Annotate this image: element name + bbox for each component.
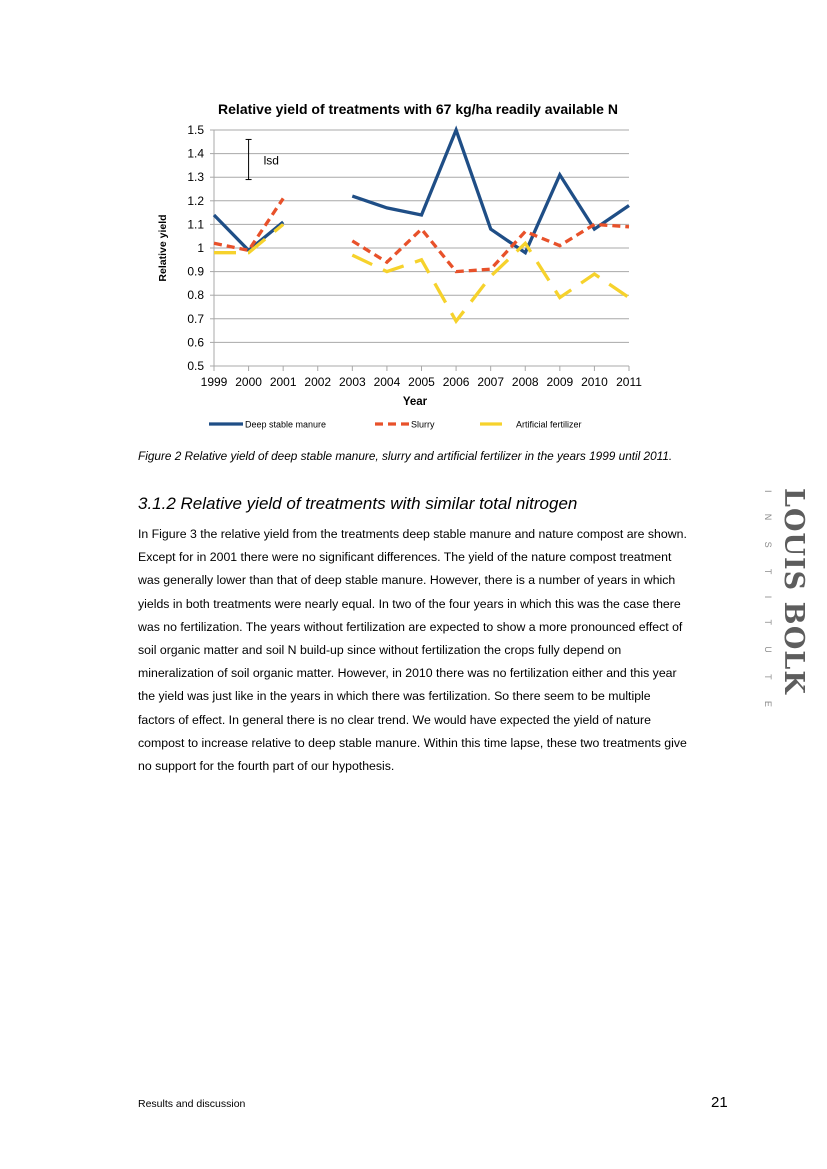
chart-title: Relative yield of treatments with 67 kg/… (218, 101, 618, 117)
chart-legend: Deep stable manure Slurry Artificial ferti… (209, 420, 582, 430)
y-tick-label: 1.4 (187, 147, 204, 161)
paragraph-line: In Figure 3 the relative yield from the … (138, 527, 687, 541)
x-tick-label: 2007 (477, 375, 504, 389)
series-line-artificial-fertilizer (214, 223, 285, 255)
legend-label: Deep stable manure (245, 420, 326, 430)
series-line-slurry (351, 222, 630, 274)
paragraph-line: was generally lower than that of deep st… (138, 573, 676, 588)
legend-label: Artificial fertilizer (516, 420, 582, 430)
x-tick-label: 2011 (616, 375, 642, 389)
y-tick-label: 1.2 (187, 194, 204, 208)
yield-line-chart: Relative yield of treatments with 67 kg/… (157, 101, 643, 430)
y-tick-label: 1.1 (187, 217, 204, 231)
y-tick-label: 1 (197, 241, 204, 255)
x-tick-label: 2003 (339, 375, 366, 389)
paragraph-line: mineralization of soil organic matter. H… (138, 666, 677, 681)
lsd-annotation: lsd (245, 138, 279, 181)
x-tick-label: 2005 (408, 375, 435, 389)
x-tick-label: 2002 (304, 375, 331, 389)
y-tick-label: 0.8 (187, 288, 204, 302)
y-axis-label: Relative yield (157, 214, 169, 281)
x-axis-ticks: 1999 2000 2001 2002 2003 2004 2005 2006 2007 2008… (201, 375, 643, 389)
x-tick-label: 2010 (581, 375, 608, 389)
chart-gridlines (210, 129, 630, 371)
page-number: 21 (711, 1094, 728, 1111)
paragraph-line: was no fertilization. The years without … (138, 619, 683, 634)
paragraph-line: the yield was just like in the years in … (138, 689, 651, 704)
y-tick-label: 1.5 (187, 123, 204, 137)
x-tick-label: 2009 (546, 375, 573, 389)
paragraph-line: yields in both treatments were nearly eq… (138, 596, 681, 611)
y-axis-ticks: 0.5 0.6 0.7 0.8 0.9 1 1.1 1.2 1.3 1.4 1.5 (187, 123, 204, 373)
paragraph-line: compost to increase relative to deep sta… (138, 735, 687, 750)
logo-subtitle: INSTITUTE (763, 490, 773, 729)
x-tick-label: 2004 (374, 375, 401, 389)
y-tick-label: 0.7 (187, 312, 204, 326)
louis-bolk-logo: LOUIS BOLK (778, 488, 809, 695)
x-tick-label: 1999 (201, 375, 228, 389)
series-line-artificial-fertilizer (351, 240, 630, 325)
y-tick-label: 0.6 (187, 335, 204, 349)
paragraph-line: no support for the fourth part of our hy… (138, 759, 395, 774)
series-line-deep-stable-manure (212, 213, 285, 253)
legend-label: Slurry (411, 420, 435, 430)
x-axis-label: Year (403, 396, 428, 408)
paragraph-line: factors of effect. In general there is n… (138, 712, 651, 727)
section-heading: 3.1.2 Relative yield of treatments with … (138, 494, 578, 513)
paragraph-line: Except for in 2001 there were no signifi… (138, 550, 672, 565)
series-line-deep-stable-manure (351, 125, 630, 256)
footer-section-name: Results and discussion (138, 1098, 246, 1110)
x-tick-label: 2000 (235, 375, 262, 389)
paragraph-line: soil organic matter and soil N build-up … (138, 643, 622, 658)
y-tick-label: 0.9 (187, 265, 204, 279)
x-tick-label: 2006 (443, 375, 470, 389)
lsd-label: lsd (264, 154, 279, 168)
y-tick-label: 0.5 (187, 359, 204, 373)
y-tick-label: 1.3 (187, 170, 204, 184)
x-tick-label: 2008 (512, 375, 539, 389)
figure-caption: Figure 2 Relative yield of deep stable m… (138, 449, 673, 463)
x-tick-label: 2001 (270, 375, 297, 389)
body-paragraph: In Figure 3 the relative yield from the … (138, 523, 738, 778)
chart-series (212, 125, 630, 325)
